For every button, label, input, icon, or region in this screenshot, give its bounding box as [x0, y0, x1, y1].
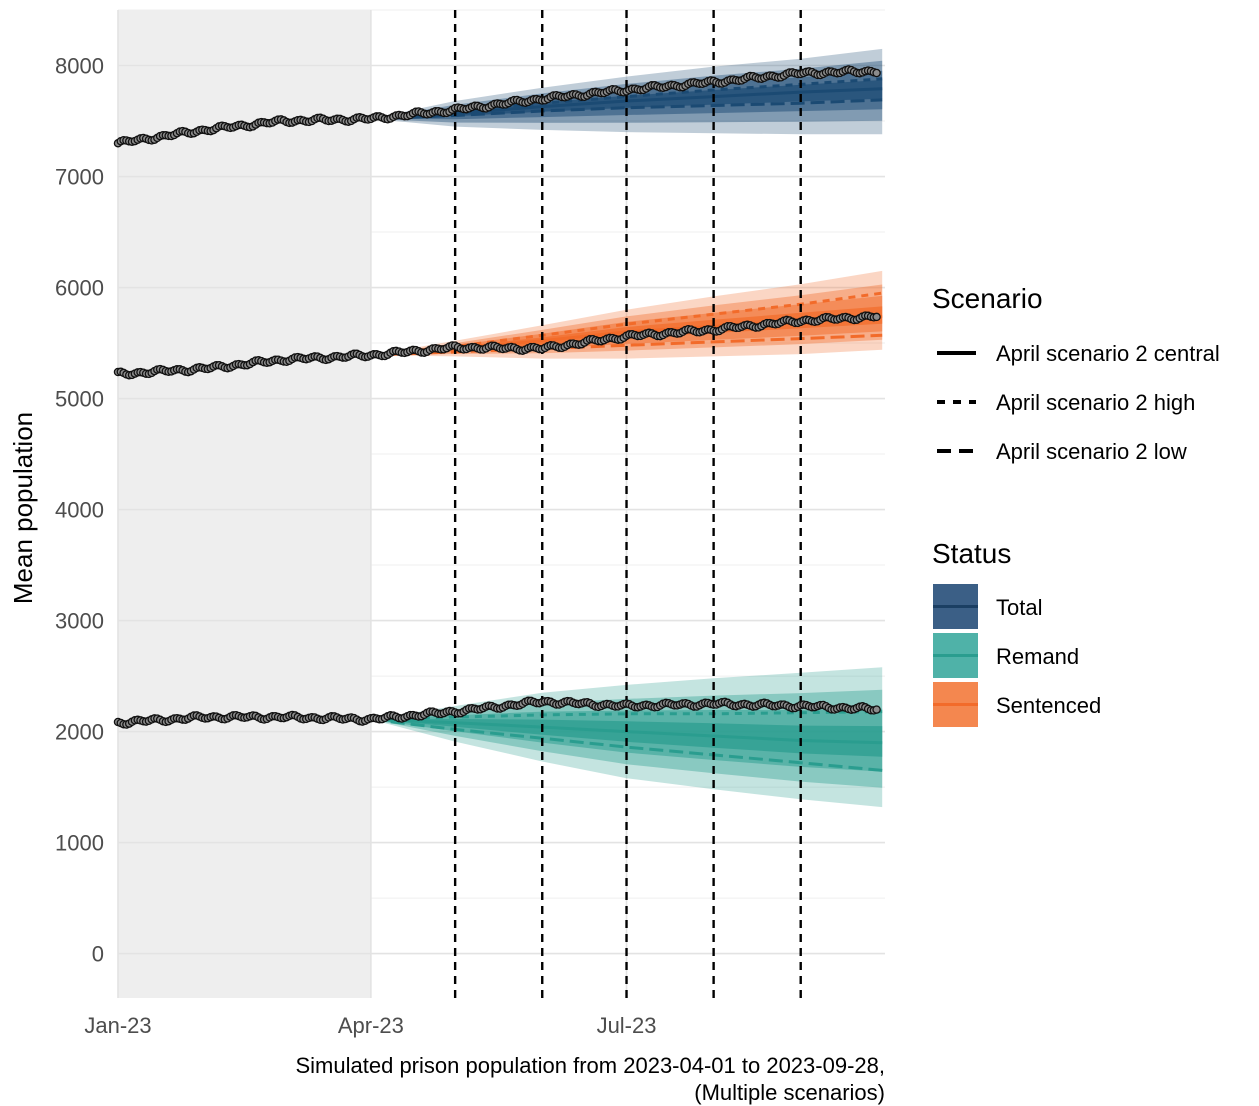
- scenario-legend-title: Scenario: [932, 283, 1043, 314]
- status-legend-label: Remand: [996, 644, 1079, 669]
- x-tick-labels: Jan-23 Apr-23 Jul-23: [84, 1013, 656, 1038]
- y-tick-label: 4000: [55, 498, 104, 523]
- observed-point: [872, 312, 881, 322]
- history-shading: [118, 10, 371, 998]
- x-tick-label: Apr-23: [338, 1013, 404, 1038]
- vertical-markers: [453, 10, 802, 998]
- y-tick-labels: 0 1000 2000 3000 4000 5000 6000 7000 8000: [55, 54, 104, 967]
- y-tick-label: 0: [92, 942, 104, 967]
- observed-point: [872, 68, 881, 78]
- scenario-legend: Scenario April scenario 2 central April s…: [932, 283, 1220, 464]
- x-axis-label-line2: (Multiple scenarios): [694, 1080, 885, 1105]
- observed-series: [113, 65, 881, 729]
- y-tick-label: 3000: [55, 609, 104, 634]
- y-tick-label: 6000: [55, 276, 104, 301]
- scenario-legend-label: April scenario 2 high: [996, 390, 1195, 415]
- gridlines: [117, 9, 885, 998]
- x-tick-label: Jan-23: [84, 1013, 151, 1038]
- y-tick-label: 1000: [55, 831, 104, 856]
- x-tick-label: Jul-23: [597, 1013, 657, 1038]
- y-tick-label: 7000: [55, 165, 104, 190]
- observed-point: [872, 705, 881, 714]
- y-tick-label: 2000: [55, 720, 104, 745]
- status-legend-title: Status: [932, 538, 1011, 569]
- y-tick-label: 5000: [55, 387, 104, 412]
- status-legend: Status Total Remand Sentenced: [932, 538, 1101, 727]
- scenario-legend-label: April scenario 2 low: [996, 439, 1187, 464]
- scenario-legend-label: April scenario 2 central: [996, 341, 1220, 366]
- y-tick-label: 8000: [55, 54, 104, 79]
- status-legend-label: Sentenced: [996, 693, 1101, 718]
- status-legend-label: Total: [996, 595, 1042, 620]
- y-axis-label: Mean population: [8, 412, 38, 604]
- projection-band-remand: [370, 719, 883, 757]
- x-axis-label-line1: Simulated prison population from 2023-04…: [296, 1053, 886, 1078]
